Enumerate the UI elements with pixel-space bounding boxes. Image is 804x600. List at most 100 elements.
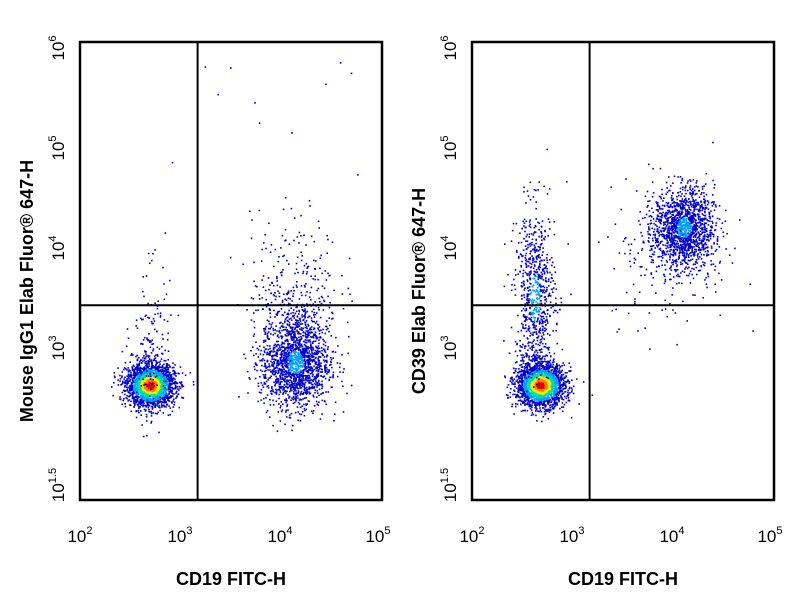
event-dot xyxy=(158,404,161,407)
event-dot xyxy=(284,318,287,320)
event-dot xyxy=(250,319,253,321)
event-dot xyxy=(170,401,173,403)
event-dot xyxy=(128,380,130,383)
event-dot xyxy=(297,326,299,328)
event-dot xyxy=(137,396,140,399)
event-dot xyxy=(138,393,140,395)
event-dot xyxy=(314,278,317,281)
event-dot xyxy=(279,374,281,377)
event-dot xyxy=(326,361,328,364)
event-dot xyxy=(314,275,316,277)
event-dot xyxy=(524,370,527,373)
event-dot xyxy=(296,236,299,238)
event-dot xyxy=(192,383,195,386)
event-dot xyxy=(308,360,310,363)
event-dot xyxy=(303,343,306,346)
event-dot xyxy=(130,400,132,403)
event-dot xyxy=(262,286,265,288)
event-dot xyxy=(252,346,254,348)
event-dot xyxy=(132,380,135,382)
event-dot xyxy=(176,395,178,398)
event-dot xyxy=(269,347,271,350)
event-dot xyxy=(310,346,312,349)
event-dot xyxy=(263,328,265,330)
event-dot xyxy=(276,361,279,363)
event-dot xyxy=(137,382,140,384)
event-dot xyxy=(550,391,553,393)
event-dot xyxy=(312,308,315,311)
event-dot xyxy=(153,401,156,403)
event-dot xyxy=(325,279,328,281)
event-dot xyxy=(271,364,273,366)
event-dot xyxy=(152,317,155,320)
event-dot xyxy=(276,343,279,346)
event-dot xyxy=(266,334,269,336)
event-dot xyxy=(318,227,320,229)
event-dot xyxy=(124,405,127,408)
event-dot xyxy=(284,328,287,331)
event-dot xyxy=(272,346,275,349)
event-dot xyxy=(305,374,307,377)
event-dot xyxy=(147,380,150,382)
event-dot xyxy=(319,301,321,303)
event-dot xyxy=(531,400,533,402)
event-dot xyxy=(281,369,284,371)
event-dot xyxy=(522,394,524,397)
event-dot xyxy=(318,359,320,362)
event-dot xyxy=(313,259,315,262)
event-dot xyxy=(304,352,306,354)
event-dot xyxy=(141,371,143,373)
event-dot xyxy=(294,387,296,389)
event-dot xyxy=(155,360,157,362)
left-y-tick-label: 101.5 xyxy=(47,468,68,502)
event-dot xyxy=(276,353,279,355)
event-dot xyxy=(273,294,275,297)
event-dot xyxy=(281,271,283,273)
event-dot xyxy=(275,371,277,374)
event-dot xyxy=(168,396,171,398)
event-dot xyxy=(313,368,316,371)
event-dot xyxy=(167,378,170,381)
event-dot xyxy=(264,363,266,365)
event-dot xyxy=(136,398,139,400)
event-dot xyxy=(278,295,281,298)
event-dot xyxy=(292,331,295,333)
event-dot xyxy=(141,380,143,382)
event-dot xyxy=(316,386,318,388)
event-dot xyxy=(143,372,146,374)
event-dot xyxy=(139,368,141,370)
event-dot xyxy=(293,341,295,343)
event-dot xyxy=(290,349,292,352)
event-dot xyxy=(322,338,324,341)
event-dot xyxy=(284,298,286,300)
event-dot xyxy=(162,398,164,400)
event-dot xyxy=(162,371,165,374)
event-dot xyxy=(323,375,326,377)
event-dot xyxy=(135,387,138,389)
left-panel: 102 103 104 105 CD19 FITC-H 106 105 104 … xyxy=(17,35,391,589)
event-dot xyxy=(297,390,300,392)
event-dot xyxy=(131,385,133,388)
event-dot xyxy=(272,389,274,391)
event-dot xyxy=(282,349,284,352)
event-dot xyxy=(147,356,150,359)
event-dot xyxy=(243,353,245,356)
event-dot xyxy=(280,405,282,407)
event-dot xyxy=(326,234,328,237)
event-dot xyxy=(270,326,273,328)
event-dot xyxy=(318,339,320,341)
event-dot xyxy=(145,353,147,355)
event-dot xyxy=(287,339,289,342)
event-dot xyxy=(269,327,271,330)
event-dot xyxy=(275,366,277,369)
event-dot xyxy=(293,314,296,317)
event-dot xyxy=(142,391,145,393)
event-dot xyxy=(172,388,174,390)
left-y-tick-label: 103 xyxy=(47,335,68,360)
event-dot xyxy=(284,239,286,242)
event-dot xyxy=(124,393,126,396)
event-dot xyxy=(306,392,308,394)
event-dot xyxy=(242,263,244,266)
event-dot xyxy=(304,379,306,381)
event-dot xyxy=(129,380,131,382)
